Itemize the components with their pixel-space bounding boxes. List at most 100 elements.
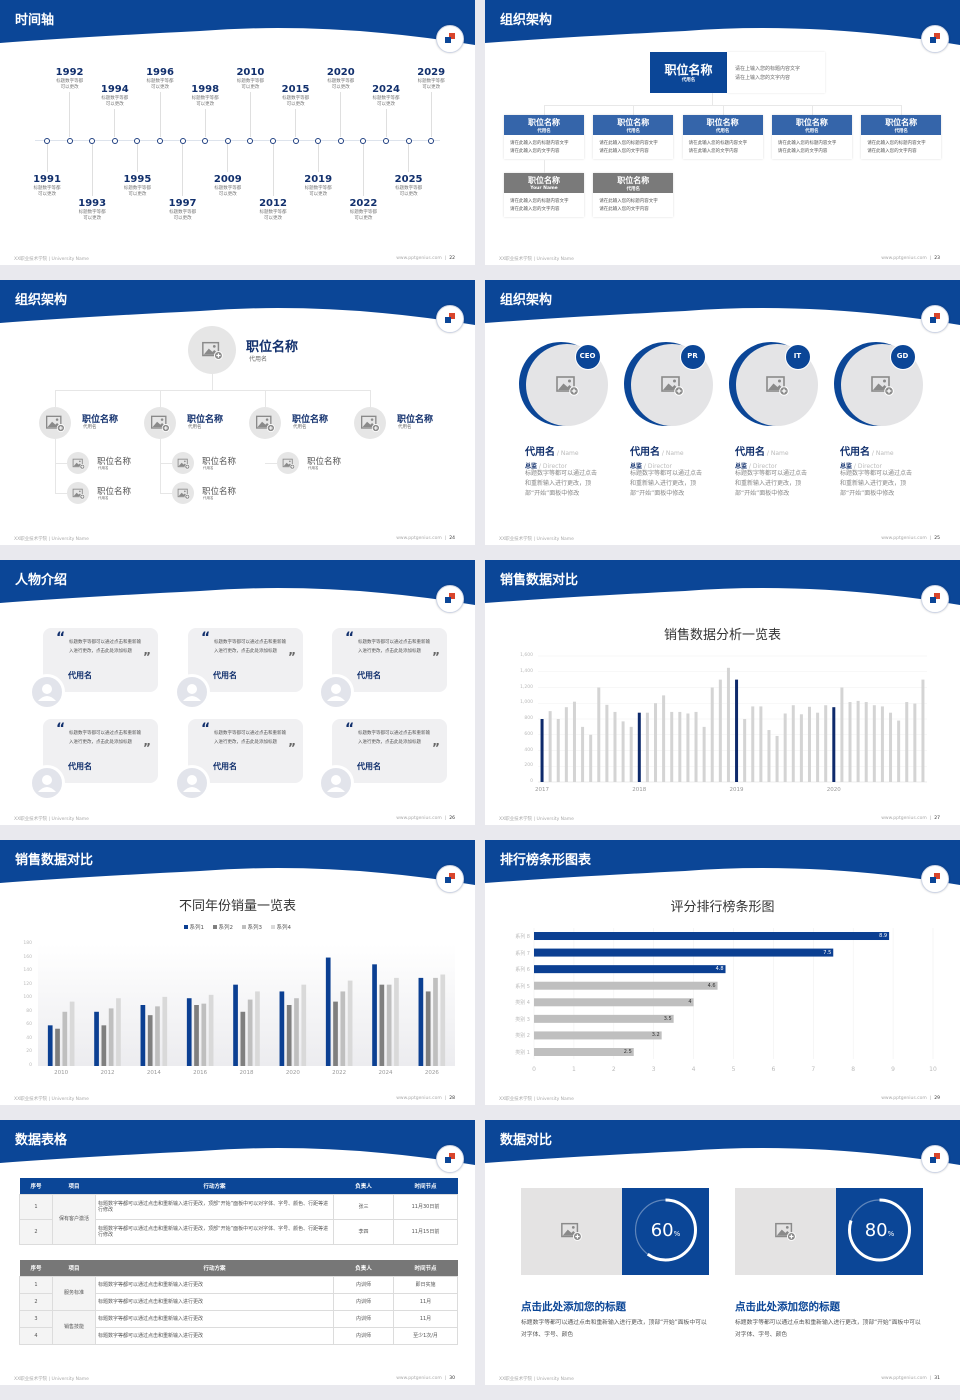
y-tick-label: 40 bbox=[26, 1035, 32, 1041]
connector bbox=[722, 105, 724, 115]
chart-title: 销售数据分析一览表 bbox=[663, 628, 781, 643]
quote-text: 标题数字等都可以通过点击和重新输入进行更改，点击此处添加标题 bbox=[358, 731, 430, 745]
quote-close-icon: ” bbox=[288, 741, 296, 755]
footer-url: www.pptgenius.com bbox=[396, 536, 442, 541]
bar bbox=[710, 687, 714, 782]
member-name: 代用名 bbox=[525, 447, 555, 458]
quote-text: 标题数字等都可以通过点击和重新输入进行更改，点击此处添加标题 bbox=[214, 731, 286, 745]
branch-avatar bbox=[144, 407, 176, 439]
slide-title: 销售数据对比 bbox=[500, 573, 579, 588]
x-tick-label: 2016 bbox=[193, 1070, 208, 1076]
slide-5: 人物介绍 XX职业技术学院 | University Name www.pptgen… bbox=[0, 560, 475, 825]
timeline-connector bbox=[136, 144, 138, 172]
x-tick-label: 2012 bbox=[100, 1070, 115, 1076]
value-label: 2.5 bbox=[623, 1049, 632, 1055]
bar bbox=[832, 707, 836, 782]
timeline-desc: 标题数字等都 bbox=[349, 210, 377, 215]
y-tick-label: 1,200 bbox=[520, 684, 533, 690]
bar bbox=[775, 735, 779, 782]
timeline-desc: 可以更改 bbox=[422, 85, 441, 90]
x-tick-label: 2010 bbox=[54, 1070, 69, 1076]
position-box: 职位名称 Your Name 请在此输入您的标题内容文字 请在此输入您的文字内容 bbox=[504, 173, 584, 217]
timeline-connector bbox=[249, 92, 251, 137]
member-name-en: / Name bbox=[660, 450, 684, 457]
bar bbox=[69, 1001, 75, 1066]
position-title: 职位名称 bbox=[97, 457, 132, 467]
timeline-year: 2029 bbox=[417, 67, 446, 78]
percent-value: 80% bbox=[836, 1220, 923, 1241]
timeline-desc: 标题数字等都 bbox=[259, 210, 287, 215]
table-header-row: 序号 项目 行动方案 负责人 时间节点 bbox=[19, 1178, 458, 1195]
connector bbox=[265, 463, 277, 464]
logo-blue-square bbox=[445, 317, 451, 323]
bar bbox=[670, 711, 674, 782]
x-tick-label: 7 bbox=[811, 1066, 816, 1073]
timeline-node bbox=[111, 137, 118, 144]
member-desc: 标题数字等都可以通过点击和重新输入进行更改，顶部“开始”面板中修改 bbox=[840, 470, 913, 497]
quote-open-icon: “ bbox=[201, 721, 211, 737]
bar bbox=[864, 702, 868, 782]
cell-owner: 内训师 bbox=[333, 1327, 394, 1345]
value-label: 8.9 bbox=[879, 933, 888, 939]
timeline-desc: 标题数字等都 bbox=[101, 96, 129, 101]
footer-sep: | bbox=[444, 536, 447, 541]
position-subtitle: 代用名 bbox=[308, 466, 319, 470]
table-header-row: 序号 项目 行动方案 负责人 时间节点 bbox=[19, 1260, 458, 1277]
leaf-avatar bbox=[67, 452, 89, 474]
cell-no: 2 bbox=[19, 1293, 53, 1311]
quote-open-icon: “ bbox=[345, 721, 355, 737]
bar bbox=[783, 713, 787, 782]
x-tick-label: 0 bbox=[532, 1066, 536, 1073]
value-label: 7.5 bbox=[823, 949, 832, 956]
logo-red-square bbox=[934, 33, 940, 39]
connector bbox=[633, 105, 635, 115]
timeline-connector bbox=[317, 144, 319, 172]
timeline-desc: 标题数字等都 bbox=[236, 79, 264, 84]
timeline-connector bbox=[91, 144, 93, 196]
cell-no: 4 bbox=[19, 1327, 53, 1345]
position-box-header: 职位名称 代用名 bbox=[682, 115, 763, 135]
footer-school: XX职业技术学院 | University Name bbox=[14, 1097, 89, 1102]
timeline-node bbox=[360, 137, 367, 144]
member-role-en: / Director bbox=[642, 463, 672, 470]
logo-blue-square bbox=[930, 597, 936, 603]
image-placeholder-icon bbox=[46, 415, 65, 433]
bar bbox=[247, 999, 253, 1066]
top-avatar bbox=[188, 326, 236, 374]
footer-right: www.pptgenius.com | 29 bbox=[881, 1096, 940, 1101]
ranking-chart bbox=[533, 928, 934, 1059]
position-desc: 请在上输入您的文字内容 bbox=[735, 75, 791, 81]
percent-unit: % bbox=[887, 1230, 895, 1238]
position-desc: 请在此输入您的文字内容 bbox=[599, 206, 649, 212]
timeline-node bbox=[179, 137, 186, 144]
slide-1: 时间轴 XX职业技术学院 | University Name www.pptgeni… bbox=[0, 0, 475, 265]
logo-red-square bbox=[934, 873, 940, 879]
timeline-connector bbox=[385, 109, 387, 137]
column-header: 时间节点 bbox=[414, 1266, 437, 1272]
bar bbox=[816, 712, 820, 782]
slide-8: 排行榜条形图表 XX职业技术学院 | University Name www.ppt… bbox=[485, 840, 960, 1105]
bar bbox=[140, 1005, 146, 1066]
position-title: 职位名称 bbox=[664, 63, 713, 77]
position-box: 职位名称 代用名 请在此输入您的标题内容文字 请在此输入您的文字内容 bbox=[682, 115, 763, 159]
position-title: 职位名称 bbox=[795, 118, 828, 127]
x-tick-label: 2020 bbox=[285, 1070, 300, 1076]
footer-url: www.pptgenius.com bbox=[881, 1376, 927, 1381]
position-title: 职位名称 bbox=[528, 176, 560, 185]
timeline-node bbox=[270, 137, 276, 144]
y-tick-label: 140 bbox=[23, 968, 32, 974]
timeline-year: 2010 bbox=[236, 67, 265, 78]
member-role: 总监 bbox=[840, 463, 853, 470]
header-band bbox=[485, 840, 960, 885]
footer-right: www.pptgenius.com | 23 bbox=[881, 256, 940, 261]
position-desc: 请在此输入您的标题内容文字 bbox=[688, 141, 748, 146]
timeline-year: 2012 bbox=[259, 198, 287, 209]
timeline-desc: 可以更改 bbox=[331, 85, 350, 90]
timeline-connector bbox=[295, 109, 297, 137]
y-tick-label: 1,400 bbox=[520, 668, 533, 674]
quote-close-icon: ” bbox=[432, 741, 440, 755]
position-box-header: 职位名称 代用名 bbox=[861, 115, 942, 135]
quote-name: 代用名 bbox=[213, 762, 237, 771]
progress-ring bbox=[848, 1198, 911, 1262]
legend-swatch bbox=[184, 925, 188, 929]
